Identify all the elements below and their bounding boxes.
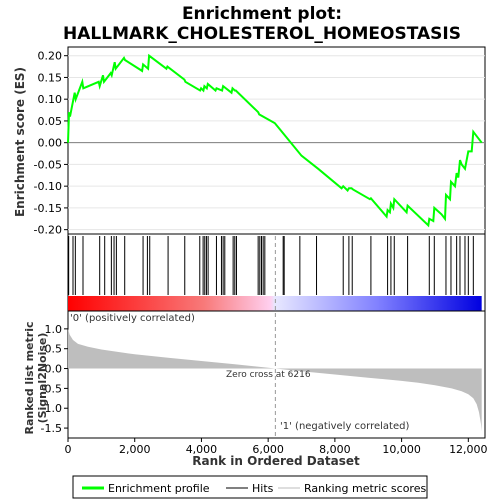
es-y-tick-label: 0.05 <box>38 115 63 128</box>
x-tick-label: 12,000 <box>449 443 488 456</box>
ranking-color-bar <box>68 296 482 311</box>
metric-y-tick-label: -1.0 <box>41 402 62 415</box>
positive-correlation-label: '0' (positively correlated) <box>70 313 195 324</box>
metric-y-axis-label-line2: (Signal2Noise) <box>36 333 49 424</box>
es-y-tick-label: 0.15 <box>38 71 63 84</box>
es-y-tick-label: 0.20 <box>38 50 63 63</box>
es-y-axis-ticks: -0.20 -0.15 -0.10 -0.05 0.00 0.05 0.10 0.15 0.20 <box>34 50 68 237</box>
x-tick-label: 6,000 <box>252 443 284 456</box>
metric-y-axis-ticks: -1.5 -1.0 -0.5 0.0 0.5 1.0 <box>41 323 68 435</box>
metric-y-axis-label-line1: Ranked list metric <box>23 322 36 435</box>
es-y-tick-label: 0.00 <box>38 137 63 150</box>
metric-y-tick-label: -1.5 <box>41 422 62 435</box>
es-y-tick-label: -0.05 <box>34 158 62 171</box>
legend-label-ranking-metric: Ranking metric scores <box>304 482 426 495</box>
x-tick-label: 8,000 <box>319 443 351 456</box>
ranking-metric-area <box>68 328 482 432</box>
es-y-tick-label: 0.10 <box>38 93 63 106</box>
metric-x-axis-ticks: 0 2,000 4,000 6,000 8,000 10,000 12,000 <box>65 438 488 456</box>
x-tick-label: 4,000 <box>186 443 218 456</box>
es-y-tick-label: -0.20 <box>34 224 62 237</box>
es-y-tick-label: -0.15 <box>34 202 62 215</box>
enrichment-profile-line <box>67 53 483 228</box>
legend-item-enrichment-profile: Enrichment profile <box>82 482 210 495</box>
x-tick-label: 10,000 <box>382 443 421 456</box>
metric-y-tick-label: 0.5 <box>45 343 63 356</box>
metric-y-tick-label: 0.0 <box>45 363 63 376</box>
legend-item-ranking-metric: Ranking metric scores <box>278 482 426 495</box>
metric-y-tick-label: 1.0 <box>45 323 63 336</box>
legend-item-hits: Hits <box>226 482 274 495</box>
chart-title-line1: Enrichment plot: <box>182 4 342 24</box>
legend-label-hits: Hits <box>252 482 274 495</box>
es-y-tick-label: -0.10 <box>34 180 62 193</box>
chart-title-line2: HALLMARK_CHOLESTEROL_HOMEOSTASIS <box>63 24 461 44</box>
negative-correlation-label: '1' (negatively correlated) <box>280 421 409 432</box>
hits-marks <box>68 236 474 295</box>
es-y-axis-label: Enrichment score (ES) <box>13 67 27 217</box>
legend-label-enrichment-profile: Enrichment profile <box>108 482 210 495</box>
legend-box <box>72 475 428 499</box>
zero-cross-label: Zero cross at 6216 <box>226 370 311 380</box>
x-tick-label: 0 <box>65 443 72 456</box>
metric-y-tick-label: -0.5 <box>41 382 62 395</box>
x-tick-label: 2,000 <box>119 443 151 456</box>
x-axis-label: Rank in Ordered Dataset <box>192 454 360 468</box>
es-panel-frame <box>67 46 486 235</box>
